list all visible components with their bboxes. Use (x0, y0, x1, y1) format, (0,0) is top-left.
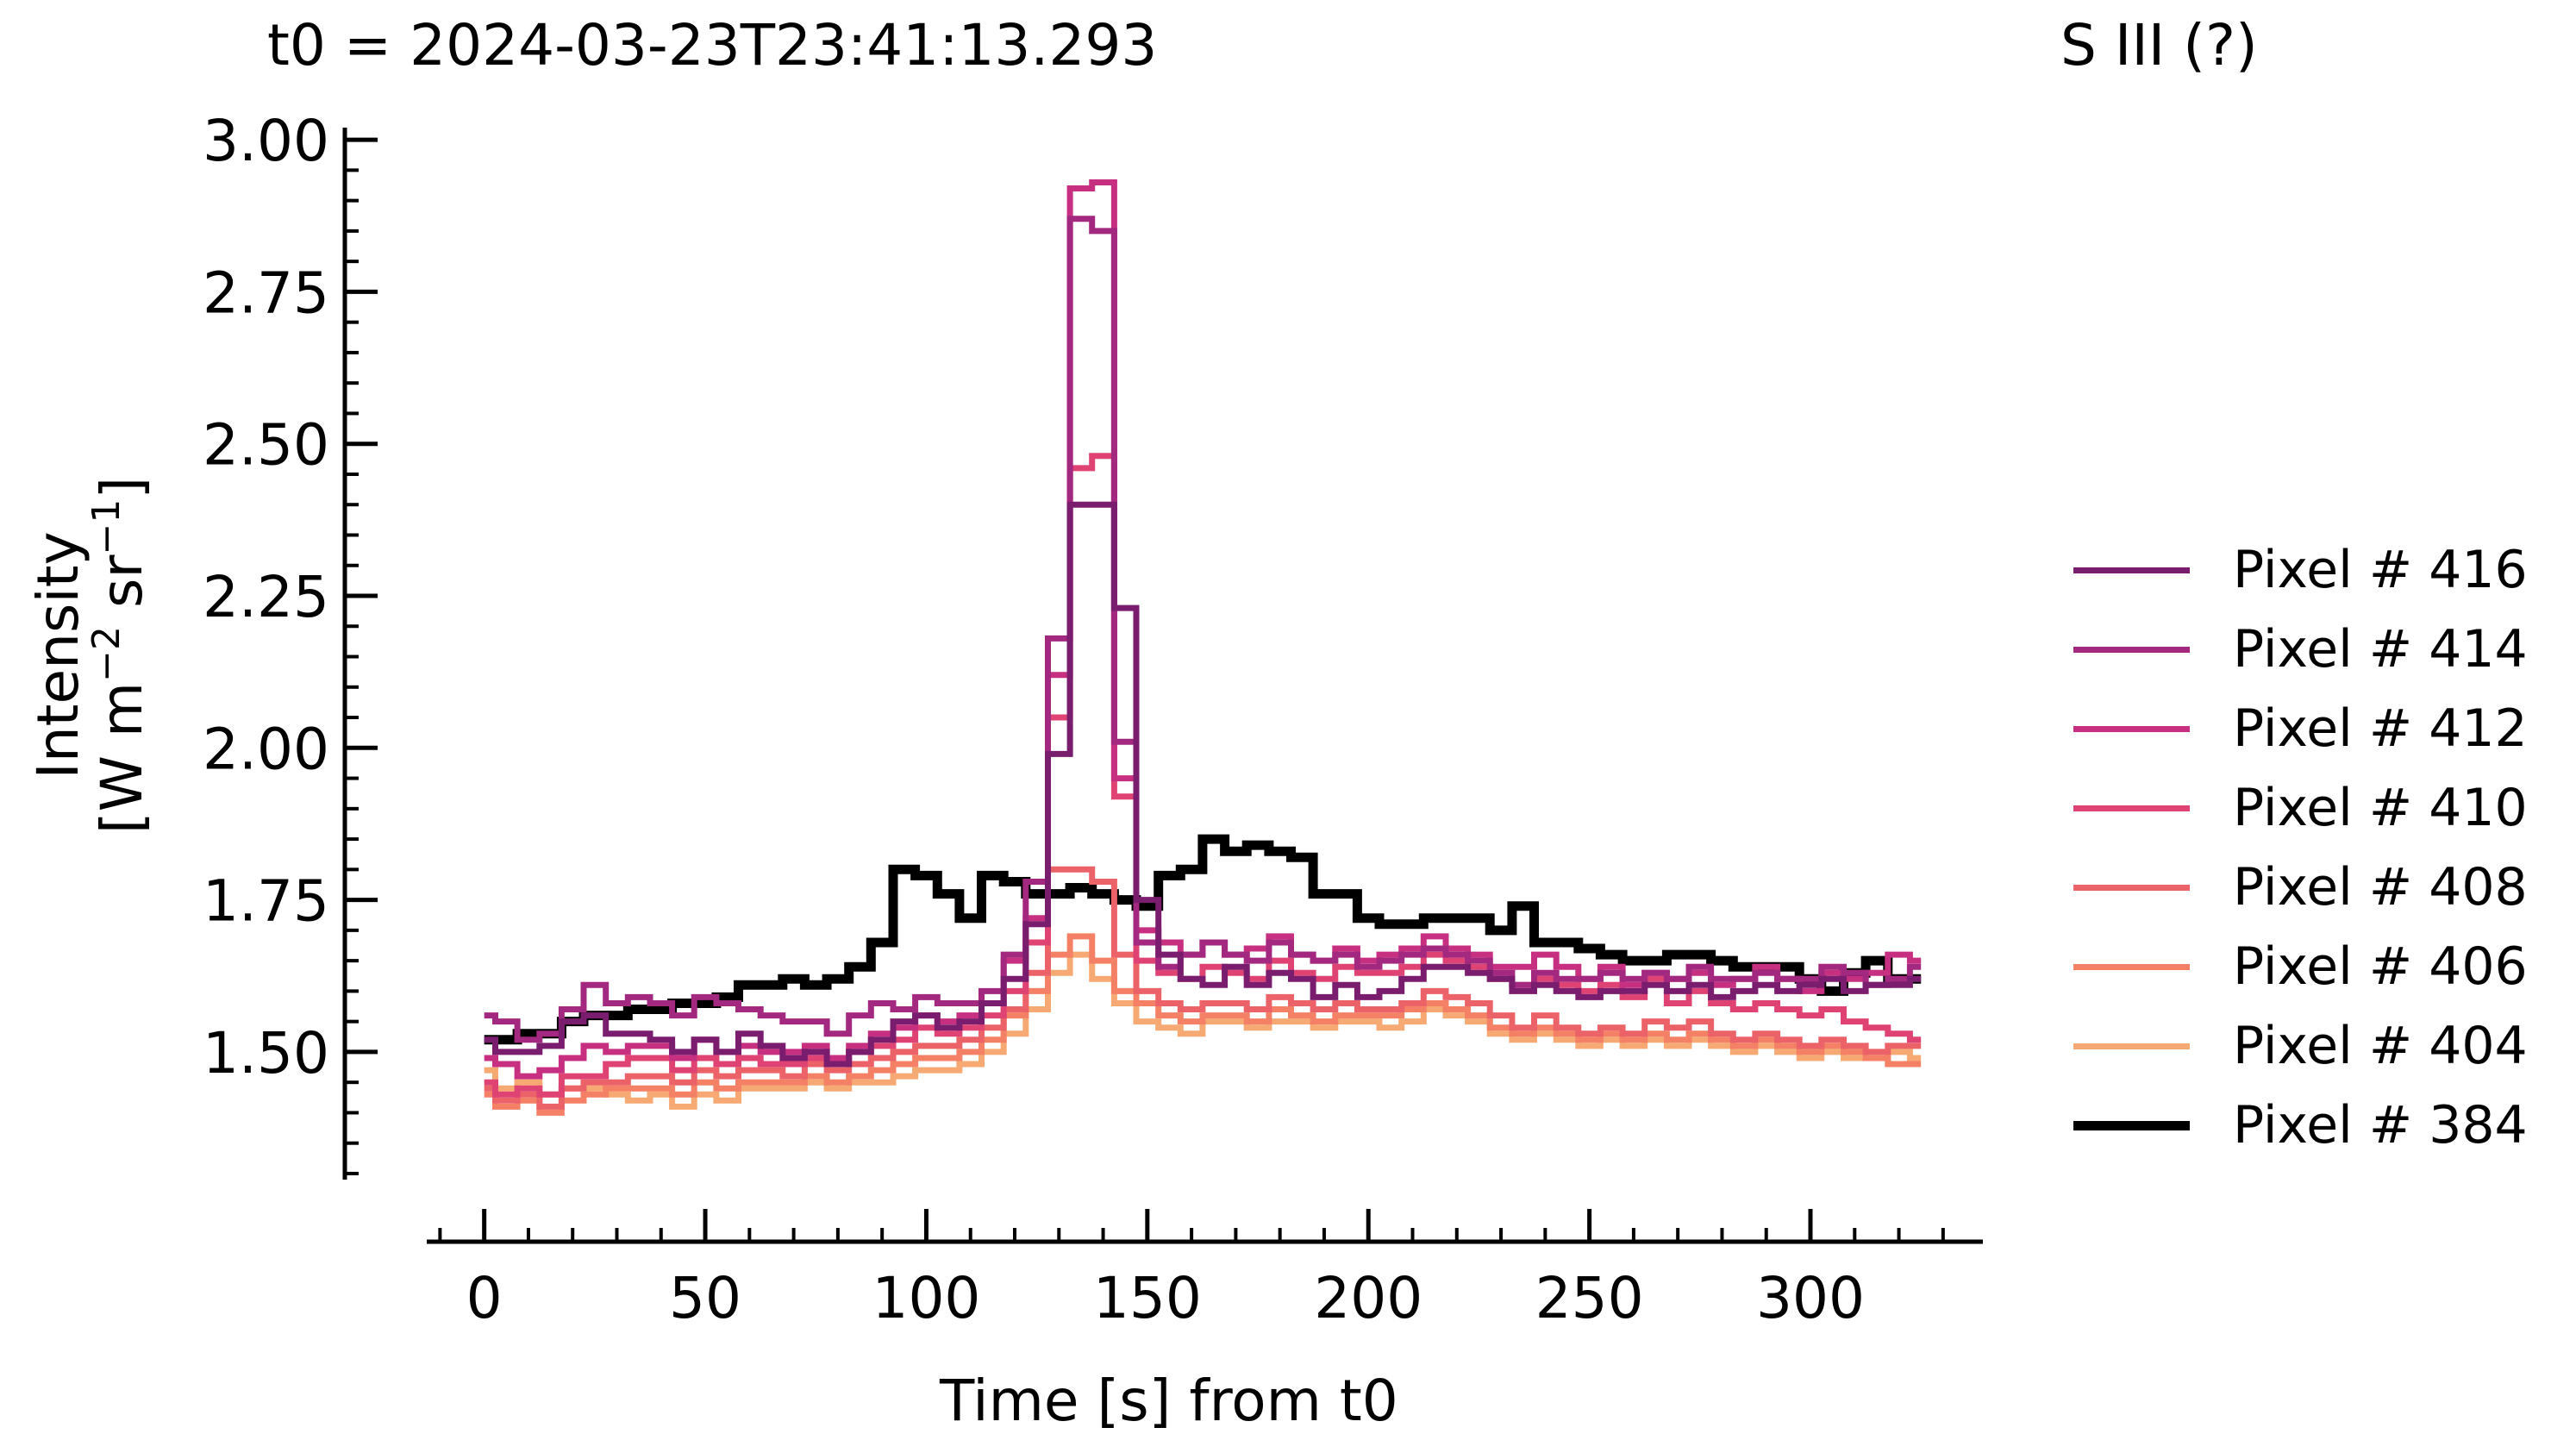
legend-label: Pixel # 406 (2233, 936, 2528, 997)
legend-item-pixel-412: Pixel # 412 (2073, 689, 2528, 768)
y-axis: 1.50 1.75 2.00 2.25 2.50 2.75 3.00 (203, 108, 378, 1180)
y-axis-label-mid: sr (89, 554, 155, 626)
legend-swatch (2073, 725, 2190, 732)
y-tick-label: 1.50 (203, 1020, 329, 1086)
legend-item-pixel-408: Pixel # 408 (2073, 848, 2528, 927)
y-axis-label-exp1: −2 (84, 625, 128, 682)
legend: Pixel # 416 Pixel # 414 Pixel # 412 Pixel #… (2073, 530, 2528, 1165)
x-tick-label: 150 (1093, 1265, 1202, 1331)
legend-swatch (2073, 1043, 2190, 1049)
legend-label: Pixel # 416 (2233, 540, 2528, 600)
legend-item-pixel-414: Pixel # 414 (2073, 610, 2528, 689)
series-line-pixel-384 (484, 834, 1922, 1045)
legend-item-pixel-384: Pixel # 384 (2073, 1086, 2528, 1165)
y-axis-label: Intensity [W m−2 sr−1] (25, 476, 155, 835)
legend-item-pixel-416: Pixel # 416 (2073, 530, 2528, 610)
y-axis-label-line1: Intensity (25, 531, 92, 780)
chart-title-left: t0 = 2024-03-23T23:41:13.293 (267, 12, 1158, 78)
legend-swatch (2073, 567, 2190, 573)
y-axis-label-prefix: [W m (89, 681, 155, 835)
series-line-pixel-414 (484, 216, 1922, 1043)
legend-label: Pixel # 410 (2233, 778, 2528, 838)
x-tick-label: 100 (872, 1265, 980, 1331)
y-tick-label: 2.00 (203, 716, 329, 782)
x-tick-label: 200 (1314, 1265, 1422, 1331)
legend-label: Pixel # 404 (2233, 1016, 2528, 1076)
legend-item-pixel-410: Pixel # 410 (2073, 768, 2528, 848)
legend-label: Pixel # 414 (2233, 619, 2528, 679)
legend-item-pixel-406: Pixel # 406 (2073, 927, 2528, 1006)
legend-swatch (2073, 646, 2190, 653)
x-tick-label: 0 (466, 1265, 503, 1331)
plot-area (484, 179, 1922, 1116)
y-tick-label: 2.50 (203, 412, 329, 479)
legend-swatch (2073, 1120, 2190, 1130)
series-line-pixel-408 (484, 866, 1922, 1110)
y-tick-label: 1.75 (203, 868, 329, 935)
x-tick-label: 300 (1756, 1265, 1865, 1331)
y-axis-label-exp2: −1 (84, 498, 128, 555)
legend-label: Pixel # 412 (2233, 698, 2528, 759)
chart-title-right: S III (?) (2060, 12, 2258, 78)
x-axis: 0 50 100 150 200 250 300 (427, 1209, 1983, 1331)
x-axis-label: Time [s] from t0 (940, 1368, 1398, 1434)
legend-label: Pixel # 384 (2233, 1095, 2528, 1155)
legend-swatch (2073, 805, 2190, 811)
legend-swatch (2073, 884, 2190, 891)
series-line-pixel-416 (484, 501, 1922, 1068)
legend-item-pixel-404: Pixel # 404 (2073, 1006, 2528, 1086)
x-tick-label: 250 (1535, 1265, 1644, 1331)
y-axis-label-suffix: ] (89, 476, 155, 499)
y-axis-label-line2: [W m−2 sr−1] (84, 476, 155, 835)
legend-label: Pixel # 408 (2233, 857, 2528, 917)
y-tick-label: 3.00 (203, 108, 329, 174)
series-line-pixel-406 (484, 933, 1922, 1116)
y-tick-label: 2.25 (203, 564, 329, 630)
y-tick-label: 2.75 (203, 260, 329, 326)
x-tick-label: 50 (669, 1265, 741, 1331)
legend-swatch (2073, 963, 2190, 970)
